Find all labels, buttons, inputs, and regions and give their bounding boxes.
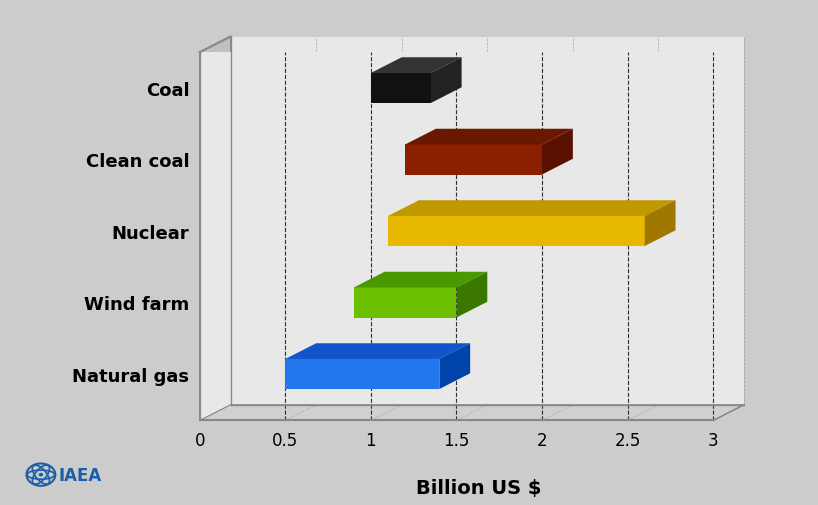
Polygon shape: [285, 359, 439, 389]
Polygon shape: [200, 405, 744, 421]
Polygon shape: [285, 343, 470, 359]
Polygon shape: [371, 74, 431, 104]
Text: Billion US $: Billion US $: [416, 478, 542, 497]
Polygon shape: [388, 217, 645, 246]
Polygon shape: [645, 201, 676, 246]
Polygon shape: [353, 272, 488, 288]
Polygon shape: [542, 129, 573, 175]
Polygon shape: [405, 145, 542, 175]
Polygon shape: [405, 129, 573, 145]
Polygon shape: [200, 37, 231, 421]
Polygon shape: [431, 58, 461, 104]
Circle shape: [38, 473, 43, 477]
Polygon shape: [200, 53, 713, 421]
Polygon shape: [353, 288, 456, 318]
Polygon shape: [371, 58, 461, 74]
Polygon shape: [231, 37, 744, 405]
Polygon shape: [388, 201, 676, 217]
Polygon shape: [439, 343, 470, 389]
Polygon shape: [456, 272, 488, 318]
Text: IAEA: IAEA: [59, 466, 101, 484]
